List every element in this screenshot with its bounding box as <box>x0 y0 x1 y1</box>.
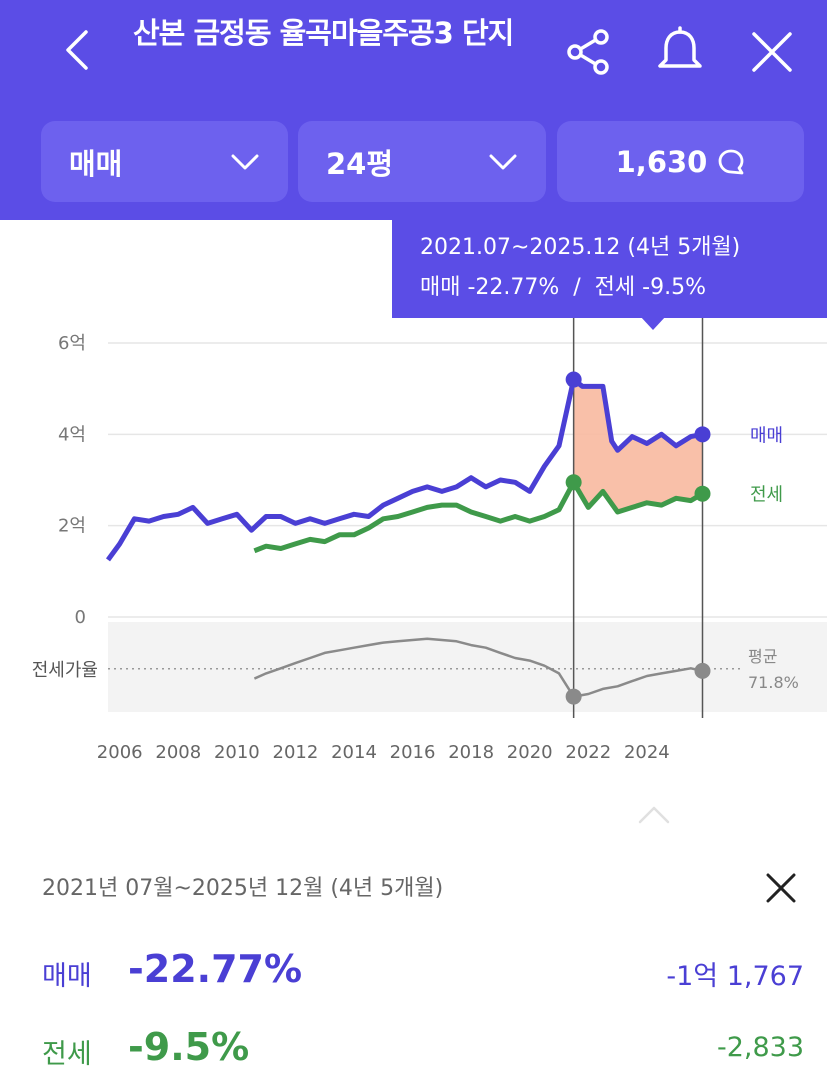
sale-end-point <box>694 426 711 443</box>
chart-svg[interactable]: 6억 4억 2억 0 2006 2008 2010 2012 2014 2016 2018 2020 2… <box>0 300 827 780</box>
sale-label: 매매 <box>42 961 92 992</box>
summary-close-button[interactable] <box>755 862 807 914</box>
tooltip-pointer <box>640 316 666 330</box>
comment-icon <box>718 149 744 174</box>
deal-type-label: 매매 <box>69 146 123 181</box>
chevron-down-icon <box>489 154 517 169</box>
y-tick-label: 4억 <box>58 424 86 445</box>
size-label: 24평 <box>326 146 394 181</box>
share-button[interactable] <box>560 22 616 82</box>
deal-type-select[interactable]: 매매 <box>41 121 288 202</box>
jeonse-start-point <box>565 474 582 491</box>
series-line-jeonse <box>253 479 704 554</box>
x-tick-label: 2006 <box>97 742 143 763</box>
comment-count: 1,630 <box>615 144 708 179</box>
series-line-ratio <box>253 637 703 698</box>
y-tick-label: 2억 <box>58 516 86 537</box>
chevron-up-icon <box>638 806 670 824</box>
x-tick-label: 2012 <box>273 742 319 763</box>
jeonse-end-point <box>694 485 711 502</box>
x-tick-label: 2022 <box>565 742 611 763</box>
share-icon <box>567 29 609 75</box>
sale-start-point <box>565 371 582 388</box>
jeonse-label: 전세 <box>42 1039 92 1070</box>
series-label-jeonse: 전세 <box>750 485 783 506</box>
x-tick-label: 2010 <box>214 742 260 763</box>
bell-icon <box>658 26 702 68</box>
ratio-end-point <box>694 662 711 679</box>
alert-button[interactable] <box>652 22 708 82</box>
chevron-down-icon <box>231 154 259 169</box>
x-tick-label: 2024 <box>624 742 670 763</box>
price-chart[interactable]: 6억 4억 2억 0 2006 2008 2010 2012 2014 2016 2018 2020 2… <box>0 300 827 780</box>
page-title: 산본 금정동 율곡마을주공3 단지 <box>133 16 514 50</box>
x-tick-label: 2020 <box>507 742 553 763</box>
x-tick-label: 2008 <box>155 742 201 763</box>
y-tick-label: 0 <box>75 607 86 628</box>
ratio-axis-label: 전세가율 <box>32 660 98 681</box>
app-header: 산본 금정동 율곡마을주공3 단지 매매 24평 1 <box>0 0 827 220</box>
collapse-button[interactable] <box>636 802 672 826</box>
series-line-sale <box>105 377 703 562</box>
summary-period: 2021년 07월~2025년 12월 (4년 5개월) <box>42 876 444 901</box>
selected-range-fill <box>573 379 703 512</box>
tooltip-change: 매매 -22.77% / 전세 -9.5% <box>420 275 706 300</box>
back-icon <box>66 30 88 70</box>
close-page-button[interactable] <box>744 22 800 82</box>
tooltip-period: 2021.07~2025.12 (4년 5개월) <box>420 235 741 260</box>
x-tick-label: 2014 <box>331 742 377 763</box>
ratio-start-point <box>565 688 582 705</box>
y-tick-label: 6억 <box>58 333 86 354</box>
jeonse-percent: -9.5% <box>128 1025 250 1069</box>
back-button[interactable] <box>52 20 102 80</box>
close-icon <box>766 873 796 903</box>
sale-amount: -1억 1,767 <box>666 961 804 992</box>
ratio-avg-value: 71.8% <box>748 673 799 692</box>
x-tick-label: 2016 <box>390 742 436 763</box>
close-icon <box>752 32 792 72</box>
range-tooltip: 2021.07~2025.12 (4년 5개월) 매매 -22.77% / 전세… <box>392 220 827 318</box>
ratio-panel-bg <box>108 622 827 712</box>
ratio-avg-label: 평균 <box>748 647 777 666</box>
series-label-sale: 매매 <box>750 425 783 446</box>
sale-percent: -22.77% <box>128 947 303 991</box>
x-tick-label: 2018 <box>448 742 494 763</box>
jeonse-amount: -2,833 <box>716 1032 804 1063</box>
size-select[interactable]: 24평 <box>298 121 546 202</box>
comments-button[interactable]: 1,630 <box>557 121 804 202</box>
